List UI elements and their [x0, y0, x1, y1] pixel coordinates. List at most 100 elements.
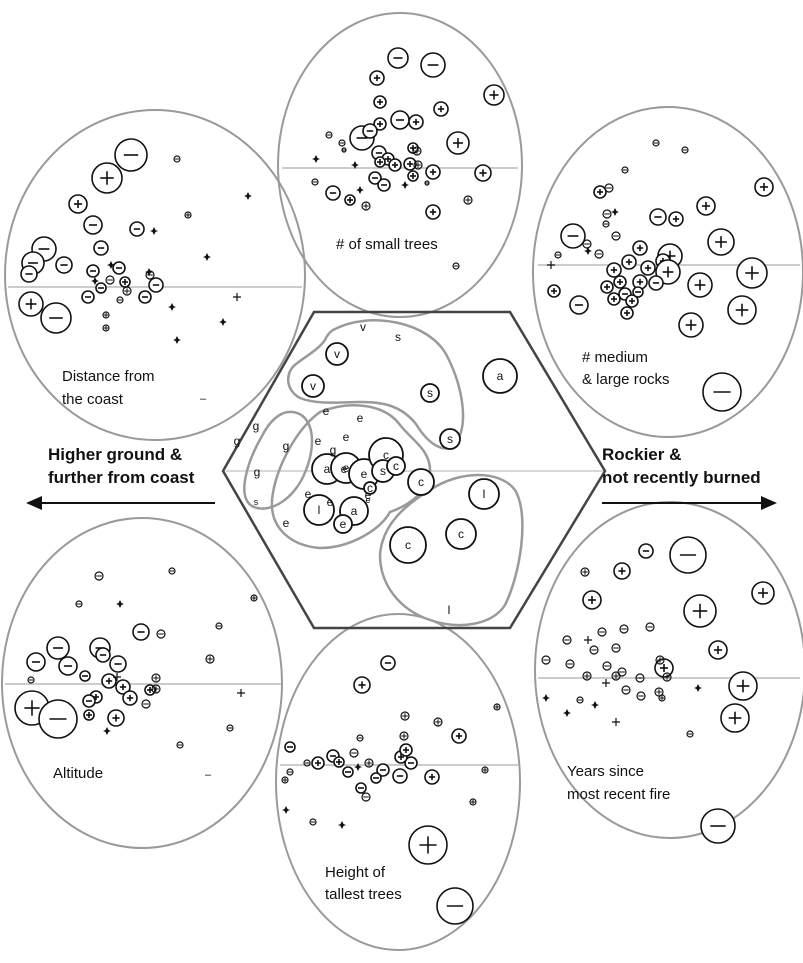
- glyph-148: [176, 741, 184, 749]
- glyph-113: [602, 220, 610, 228]
- glyph-15: [81, 290, 95, 304]
- glyph-215: [621, 685, 631, 695]
- group-outline-e: [270, 404, 432, 550]
- glyph-81: [696, 196, 716, 216]
- label-rocks-line1: # medium: [582, 349, 648, 366]
- site-circled-letter-3: a: [497, 369, 504, 383]
- glyph-2: [91, 162, 123, 194]
- site-letter-9: g: [283, 439, 290, 453]
- glyph-230: [584, 636, 592, 644]
- glyph-102: [625, 294, 639, 308]
- glyph-150: [141, 699, 151, 709]
- glyph-34: [173, 336, 181, 344]
- glyph-227: [694, 684, 702, 692]
- site-tiny-letter-2: s: [254, 497, 259, 507]
- glyph-202: [597, 627, 607, 637]
- glyph-75: [356, 186, 364, 194]
- glyph-188: [282, 806, 290, 814]
- glyph-195: [582, 590, 602, 610]
- glyph-130: [122, 690, 138, 706]
- glyph-156: [380, 655, 396, 671]
- glyph-204: [645, 622, 655, 632]
- glyph-170: [376, 763, 390, 777]
- glyph-168: [333, 756, 345, 768]
- glyph-23: [116, 296, 124, 304]
- glyph-89: [621, 254, 637, 270]
- glyph-60: [325, 185, 341, 201]
- glyph-107: [678, 312, 704, 338]
- glyph-78: [754, 177, 774, 197]
- site-circled-letter-15: l: [483, 487, 486, 501]
- group-outline-cl: [378, 473, 524, 627]
- site-circle-13: [303, 494, 335, 526]
- glyph-117: [621, 166, 629, 174]
- glyph-197: [708, 640, 728, 660]
- glyph-108: [702, 372, 742, 412]
- glyph-13: [86, 264, 100, 278]
- glyph-64: [463, 195, 473, 205]
- axis-left-label-line2: further from coast: [48, 468, 195, 487]
- label-tallest-trees-line1: Height of: [325, 864, 386, 881]
- glyph-118: [611, 208, 619, 216]
- glyph-67: [361, 201, 371, 211]
- glyph-35: [244, 192, 252, 200]
- site-letter-8: g: [234, 434, 241, 448]
- glyph-106: [727, 295, 757, 325]
- glyph-201: [700, 808, 736, 844]
- glyph-137: [38, 699, 78, 739]
- glyph-37: [233, 293, 241, 301]
- site-letter-11: g: [330, 443, 337, 457]
- glyph-191: [638, 543, 654, 559]
- glyph-21: [105, 275, 115, 285]
- glyph-228: [602, 679, 610, 687]
- glyph-63: [474, 164, 492, 182]
- glyph-26: [184, 211, 192, 219]
- glyph-134: [82, 694, 96, 708]
- glyph-110: [594, 249, 604, 259]
- glyph-65: [425, 204, 441, 220]
- glyph-109: [611, 231, 621, 241]
- axis-left-label-line1: Higher ground &: [48, 445, 182, 464]
- site-circled-letter-10: s: [380, 464, 386, 478]
- site-circled-letter-4: s: [427, 386, 433, 400]
- glyph-29: [203, 253, 211, 261]
- glyph-39: [420, 52, 446, 78]
- panel-rocks: [532, 106, 803, 438]
- glyph-140: [151, 684, 161, 694]
- label-rocks-line2: & large rocks: [582, 371, 670, 388]
- glyph-14: [112, 261, 126, 275]
- glyph-54: [403, 157, 417, 171]
- glyph-184: [469, 798, 477, 806]
- panel-tallest-trees: [275, 613, 521, 951]
- glyph-40: [369, 70, 385, 86]
- glyph-27: [173, 155, 181, 163]
- glyph-11: [93, 240, 109, 256]
- glyph-214: [654, 687, 664, 697]
- glyph-98: [569, 295, 589, 315]
- glyph-178: [481, 766, 489, 774]
- site-letter-15: e: [365, 488, 372, 502]
- glyph-154: [237, 689, 245, 697]
- site-circle-11: [386, 456, 406, 476]
- glyph-190: [354, 763, 362, 771]
- glyph-209: [565, 659, 575, 669]
- glyph-206: [589, 645, 599, 655]
- site-circled-letter-19: c: [405, 538, 411, 552]
- glyph-82: [649, 208, 667, 226]
- glyph-79: [681, 146, 689, 154]
- glyph-17: [148, 277, 164, 293]
- glyph-92: [655, 259, 681, 285]
- glyph-216: [582, 671, 592, 681]
- glyph-180: [361, 792, 371, 802]
- glyph-layer: [14, 47, 775, 925]
- glyph-66: [344, 194, 356, 206]
- glyph-176: [399, 743, 413, 757]
- glyph-120: [547, 261, 555, 269]
- glyph-162: [451, 728, 467, 744]
- glyph-80: [593, 185, 607, 199]
- glyph-46: [408, 114, 424, 130]
- site-circle-17: [363, 481, 377, 495]
- axis-annotations: Higher ground & further from coast Rocki…: [26, 445, 777, 510]
